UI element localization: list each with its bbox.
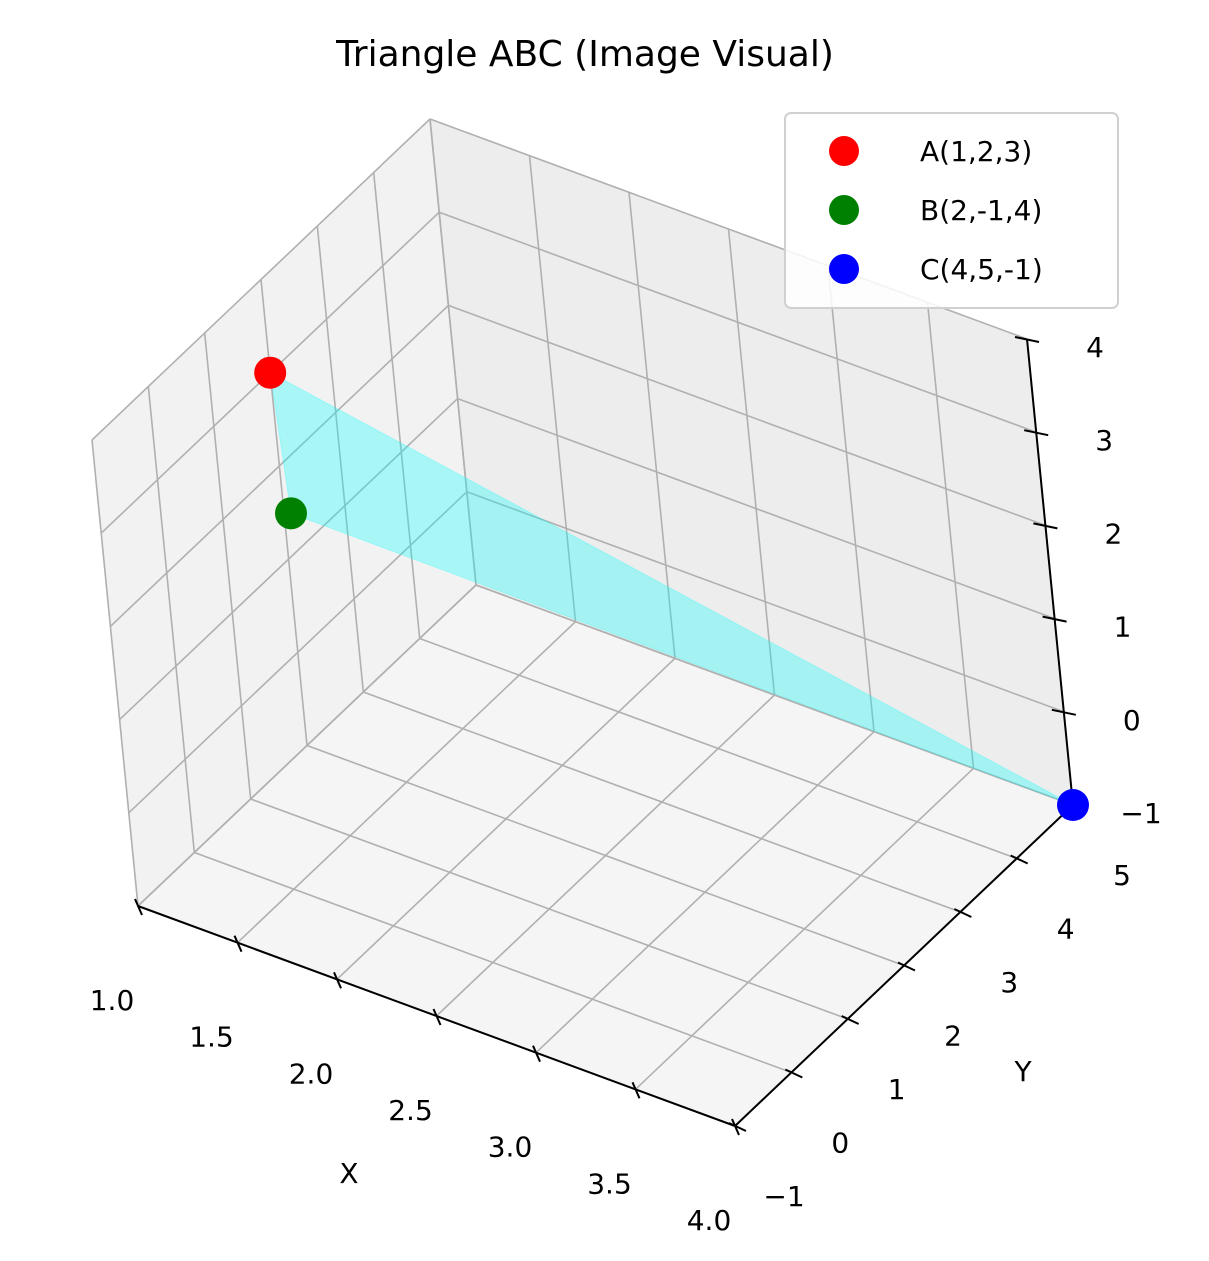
chart-title: Triangle ABC (Image Visual) <box>335 34 834 75</box>
grid-line-z <box>475 584 1074 806</box>
grid-line-x <box>528 155 577 622</box>
legend-marker <box>829 136 859 166</box>
z-tick-label: 1 <box>1114 611 1132 644</box>
grid-line-x <box>827 265 875 732</box>
y-tick-label: 2 <box>944 1020 962 1053</box>
z-tick <box>1014 336 1040 343</box>
point-a <box>254 356 287 389</box>
x-tick-label: 2.0 <box>289 1057 334 1090</box>
grid-line-y <box>194 851 792 1074</box>
grid-line-y <box>306 744 905 967</box>
z-tick-label: 2 <box>1104 517 1122 550</box>
grid-line-y <box>363 691 961 913</box>
point-c <box>1057 789 1089 821</box>
grid-lines <box>91 118 1074 1127</box>
data-marks <box>254 356 1089 821</box>
grid-line-y <box>429 118 477 586</box>
z-tick-label: 0 <box>1123 704 1141 737</box>
y-tick-label: 0 <box>831 1127 849 1160</box>
z-tick <box>1051 708 1077 716</box>
x-axis-label: X <box>339 1157 358 1190</box>
z-tick <box>1023 429 1049 437</box>
z-axis-line <box>1026 338 1074 806</box>
x-tick-label: 4.0 <box>687 1204 732 1237</box>
grid-line-y <box>91 439 139 907</box>
x-tick-label: 2.5 <box>388 1094 433 1127</box>
grid-line-y <box>316 225 365 693</box>
y-tick <box>897 961 916 972</box>
y-tick <box>784 1068 803 1079</box>
grid-line-x <box>727 228 776 696</box>
y-tick-label: −1 <box>763 1180 804 1213</box>
grid-line-z <box>109 304 449 627</box>
x-tick <box>432 1008 442 1026</box>
legend-label: A(1,2,3) <box>920 135 1032 168</box>
x-tick <box>333 971 342 989</box>
z-tick-label: −1 <box>1120 797 1161 830</box>
y-tick-label: 3 <box>1000 966 1018 999</box>
x-tick-label: 1.5 <box>189 1021 234 1054</box>
grid-line-x <box>926 302 975 769</box>
x-tick <box>134 898 143 916</box>
grid-line-y <box>419 637 1017 860</box>
grid-line-y <box>203 332 252 800</box>
x-tick-label: 1.0 <box>90 984 135 1017</box>
y-tick-label: 1 <box>888 1073 906 1106</box>
grid-line-z <box>466 491 1065 713</box>
legend: A(1,2,3) B(2,-1,4) C(4,5,-1) <box>784 112 1119 309</box>
grid-line-z <box>448 304 1046 527</box>
y-tick <box>728 1122 747 1132</box>
grid-line-z <box>438 211 1037 433</box>
point-b <box>275 497 307 530</box>
grid-line-y <box>372 172 421 639</box>
grid-line-z <box>137 584 477 907</box>
z-tick <box>1042 615 1067 623</box>
y-tick <box>953 908 972 918</box>
legend-marker <box>829 195 859 225</box>
z-tick-label: 4 <box>1086 331 1104 364</box>
y-tick-label: 5 <box>1113 859 1131 892</box>
tick-labels: 1.0 1.5 2.0 2.5 3.0 3.5 4.0 −1 0 1 2 3 4 5 −1 0 1 2 3 4 <box>90 331 1162 1237</box>
x-tick-label: 3.0 <box>488 1131 533 1164</box>
x-tick <box>532 1045 541 1063</box>
grid-line-z <box>457 397 1055 620</box>
grid-line-z <box>91 118 431 441</box>
z-tick <box>1033 522 1058 530</box>
y-tick <box>841 1015 860 1025</box>
grid-line-y <box>147 386 196 853</box>
x-tick-label: 3.5 <box>587 1167 632 1200</box>
y-tick <box>1010 854 1029 865</box>
legend-marker <box>829 254 859 284</box>
legend-box <box>784 112 1119 309</box>
x-tick <box>631 1081 641 1099</box>
legend-label: B(2,-1,4) <box>920 194 1042 227</box>
x-tick <box>233 935 243 953</box>
grid-line-y <box>250 798 848 1020</box>
z-tick-label: 3 <box>1095 424 1113 457</box>
y-axis-label: Y <box>1013 1055 1032 1088</box>
grid-line-z <box>119 398 459 721</box>
legend-label: C(4,5,-1) <box>920 253 1043 286</box>
grid-line-z <box>128 491 468 814</box>
grid-line-x <box>628 192 676 659</box>
y-tick-label: 4 <box>1057 913 1075 946</box>
triangle-face <box>269 371 1074 806</box>
